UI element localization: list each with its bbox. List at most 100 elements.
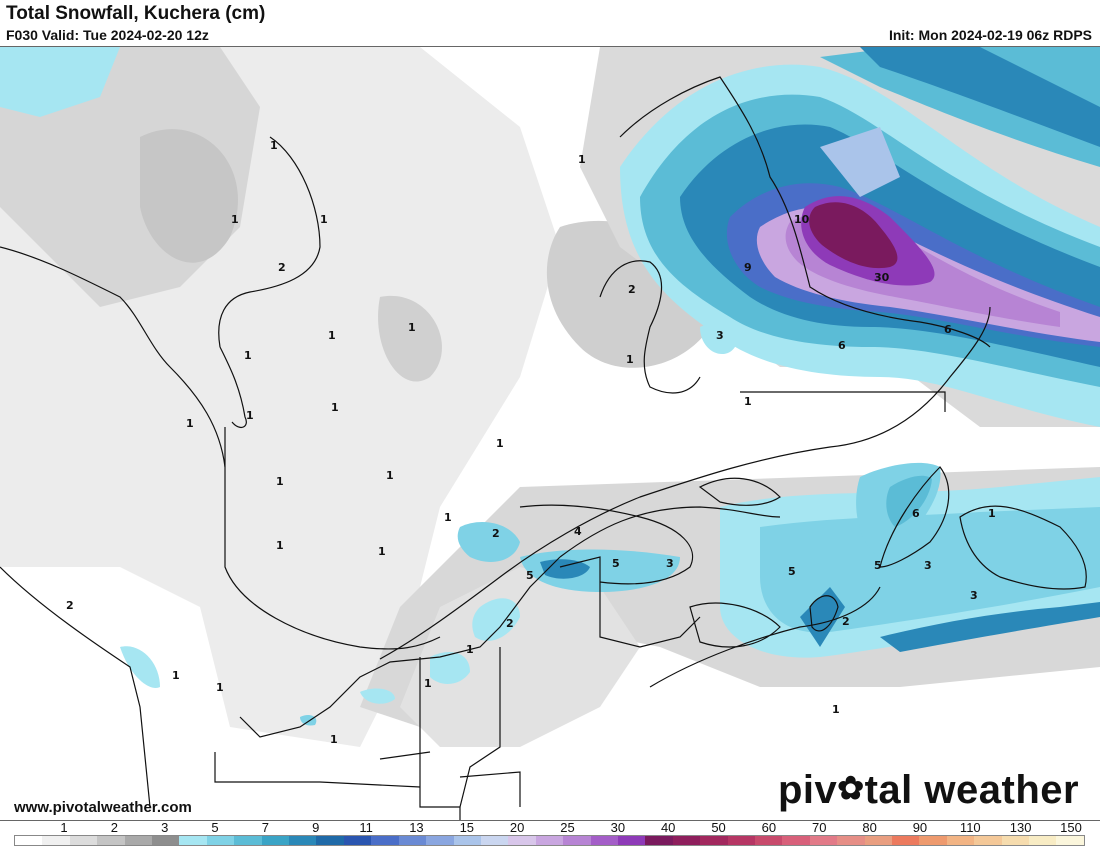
contour-label: 3 [924,559,932,572]
legend-swatch [727,836,755,845]
color-legend: 1 2 3 5 7 9 11 13 15 20 25 30 40 50 60 70 80 90 110 130 150 [14,820,1085,850]
gear-icon: ✿ [837,770,865,806]
legend-swatch [974,836,1002,845]
legend-swatch [700,836,728,845]
legend-swatch [672,836,701,845]
contour-label: 3 [970,589,978,602]
legend-swatch [15,836,43,845]
legend-tick-label: 130 [1009,820,1032,835]
contour-label: 1 [331,401,339,414]
contour-label: 6 [944,323,952,336]
legend-tick-label: 20 [509,820,525,835]
legend-swatch [946,836,975,845]
legend-swatch [1029,836,1057,845]
site-url[interactable]: www.pivotalweather.com [14,799,192,816]
brand-text-start: piv [778,768,838,812]
legend-tick-label: 5 [211,820,219,835]
contour-label: 1 [626,353,634,366]
contour-label: 6 [912,507,920,520]
contour-label: 1 [244,349,252,362]
legend-swatch [343,836,372,845]
legend-swatch [617,836,646,845]
legend-tick-label: 40 [660,820,676,835]
contour-label: 1 [408,321,416,334]
contour-label: 5 [788,565,796,578]
contour-label: 1 [246,409,254,422]
legend-ticks: 1 2 3 5 7 9 11 13 15 20 25 30 40 50 60 70 80 90 110 130 150 [14,820,1085,835]
legend-swatch [261,836,290,845]
legend-swatch [508,836,536,845]
init-time: Init: Mon 2024-02-19 06z RDPS [888,27,1092,43]
legend-tick-label: 90 [912,820,928,835]
legend-swatch [124,836,153,845]
header: Total Snowfall, Kuchera (cm) F030 Valid:… [0,0,1100,46]
contour-label: 5 [526,569,534,582]
contour-label: 1 [424,677,432,690]
legend-swatch [645,836,673,845]
legend-swatch [1056,836,1084,845]
contour-label: 1 [832,703,840,716]
contour-label: 1 [330,733,338,746]
legend-swatch [42,836,70,845]
contour-label: 1 [186,417,194,430]
legend-swatch [453,836,481,845]
legend-swatch [206,836,235,845]
legend-tick-label: 9 [312,820,320,835]
contour-label: 2 [278,261,286,274]
map-canvas: 1 1 2 1 1 1 1 1 1 1 1 1 1 1 1 2 1 1 1 1 … [0,47,1100,820]
contour-label: 1 [386,469,394,482]
contour-labels: 1 1 2 1 1 1 1 1 1 1 1 1 1 1 1 2 1 1 1 1 … [66,139,996,746]
legend-tick-label: 15 [459,820,475,835]
legend-swatch [809,836,838,845]
contour-label: 2 [842,615,850,628]
contour-label: 1 [276,475,284,488]
contour-label: 1 [270,139,278,152]
contour-label: 3 [716,329,724,342]
legend-tick-label: 7 [261,820,270,835]
contour-label: 10 [794,213,810,226]
contour-label: 1 [328,329,336,342]
legend-tick-label: 1 [60,820,68,835]
legend-swatch [234,836,262,845]
legend-swatch [535,836,564,845]
legend-swatch [316,836,344,845]
legend-tick-label: 70 [812,820,827,835]
legend-tick-label: 60 [761,820,777,835]
contour-label: 1 [578,153,586,166]
legend-swatch [754,836,783,845]
contour-label: 6 [838,339,846,352]
legend-tick-label: 50 [711,820,726,835]
legend-tick-label: 110 [959,820,981,835]
legend-swatch [1001,836,1030,845]
legend-tick-label: 3 [161,820,169,835]
legend-swatch [480,836,509,845]
legend-tick-label: 150 [1060,820,1082,835]
snowfall-map[interactable]: 1 1 2 1 1 1 1 1 1 1 1 1 1 1 1 2 1 1 1 1 … [0,46,1100,821]
contour-label: 1 [466,643,474,656]
contour-label: 1 [216,681,224,694]
contour-label: 5 [612,557,620,570]
legend-swatch [426,836,454,845]
legend-swatches [14,835,1085,846]
contour-label: 4 [574,525,582,538]
legend-tick-label: 11 [359,820,373,835]
valid-time: F030 Valid: Tue 2024-02-20 12z [6,27,209,43]
contour-label: 1 [320,213,328,226]
legend-swatch [152,836,180,845]
legend-swatch [892,836,920,845]
legend-swatch [289,836,317,845]
contour-label: 1 [276,539,284,552]
brand-logo: piv✿tal weather [778,768,1079,813]
contour-label: 1 [231,213,239,226]
contour-label: 9 [744,261,752,274]
legend-swatch [563,836,591,845]
legend-swatch [837,836,865,845]
legend-tick-label: 80 [862,820,877,835]
contour-label: 2 [492,527,500,540]
legend-tick-label: 13 [409,820,424,835]
contour-label: 1 [496,437,504,450]
contour-label: 2 [506,617,514,630]
contour-label: 2 [628,283,636,296]
map-title: Total Snowfall, Kuchera (cm) [6,3,266,24]
contour-label: 1 [378,545,386,558]
